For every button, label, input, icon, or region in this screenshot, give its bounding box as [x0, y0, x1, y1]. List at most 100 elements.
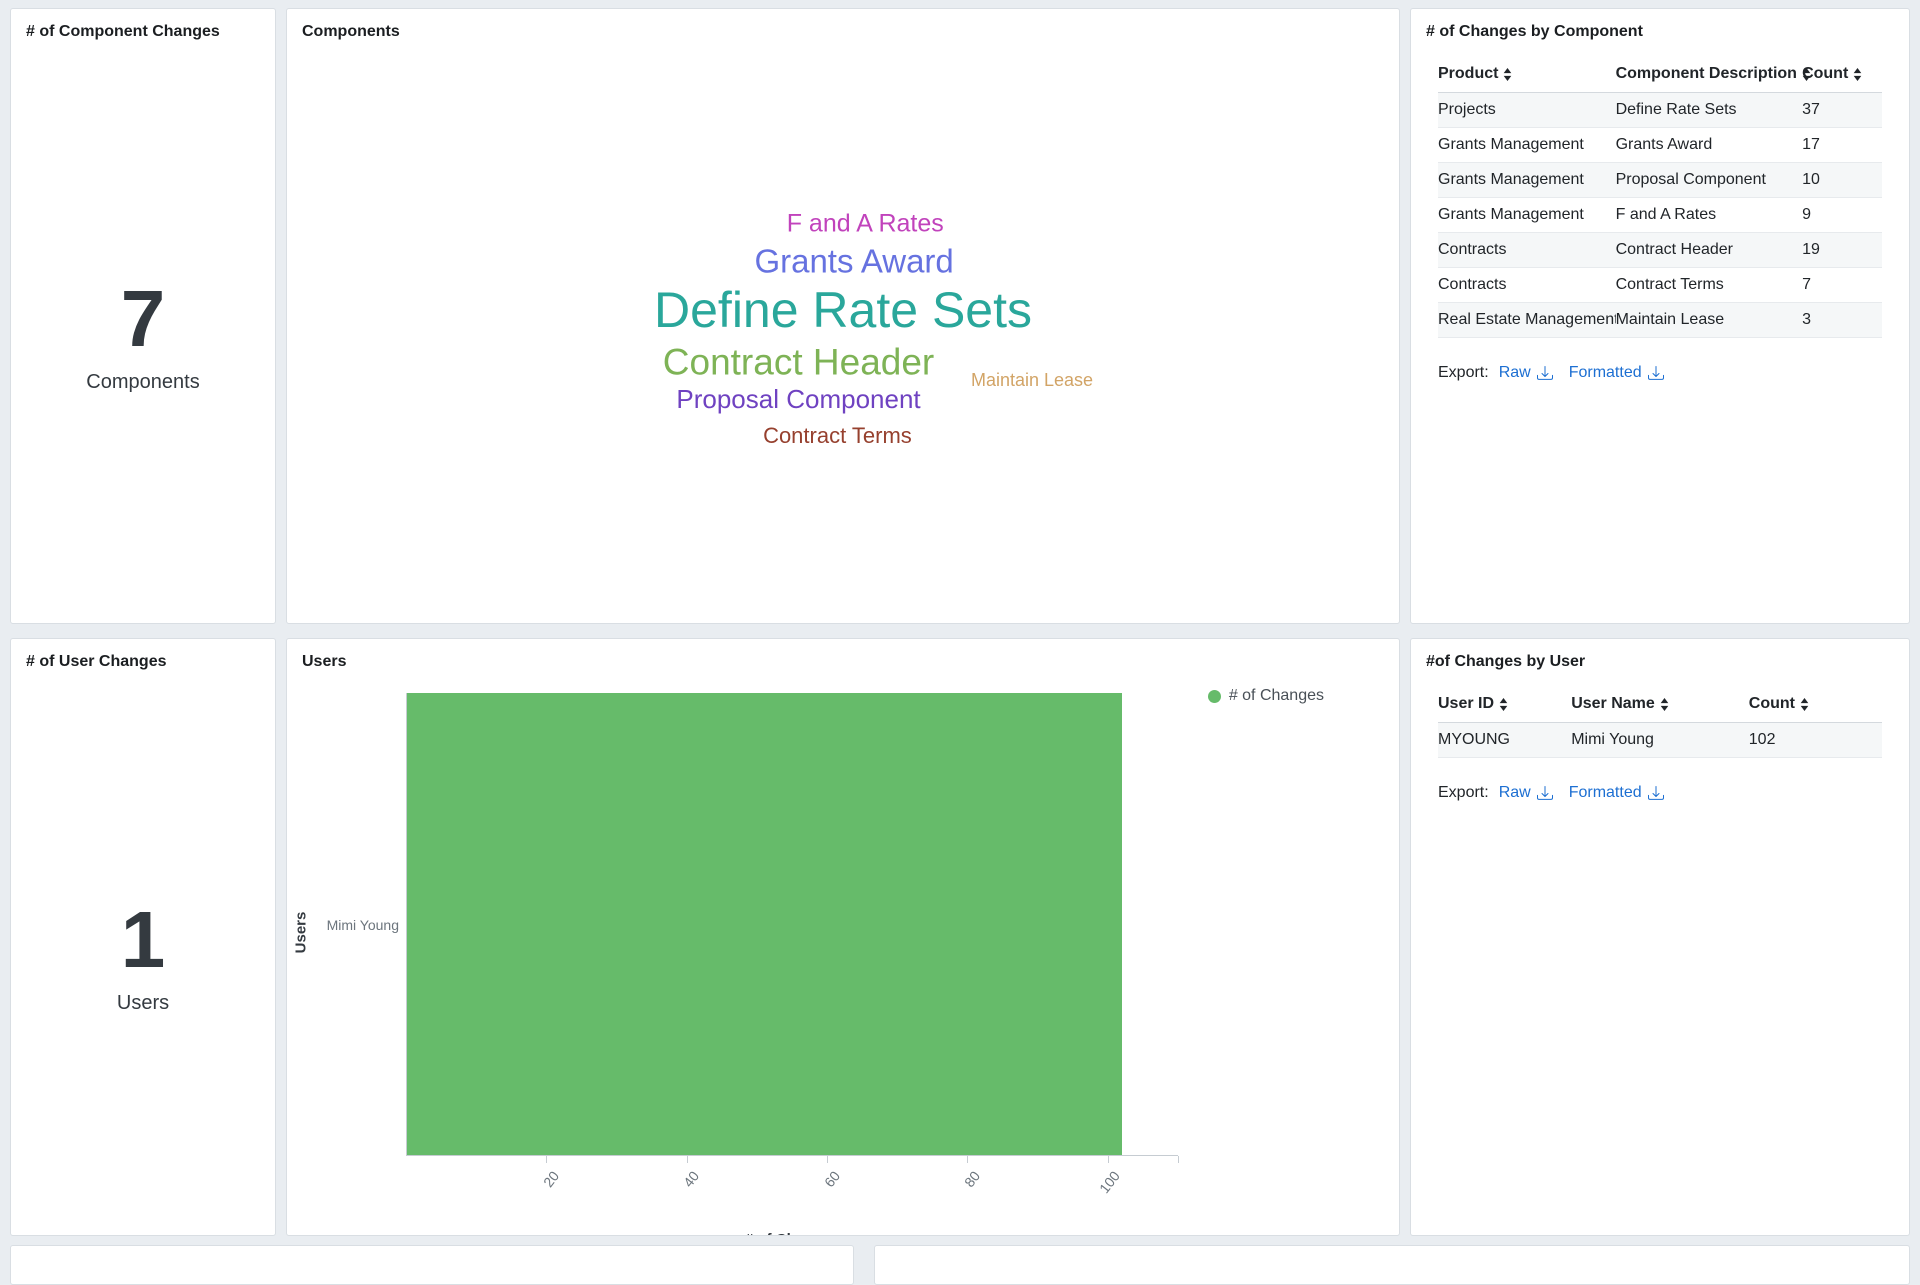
table-cell: MYOUNG	[1438, 722, 1572, 758]
column-label: User ID	[1438, 695, 1495, 712]
cloud-word[interactable]: Maintain Lease	[970, 370, 1094, 391]
cloud-word[interactable]: Contract Header	[662, 341, 935, 383]
changes-by-component-table-wrap: Product Component Description Count Proj…	[1411, 42, 1909, 338]
export-raw-label: Raw	[1498, 364, 1531, 381]
export-raw-link[interactable]: Raw	[1499, 784, 1553, 802]
column-label: Component Description	[1615, 65, 1797, 82]
table-cell: Projects	[1438, 92, 1616, 128]
kpi-value-users: 1	[120, 894, 166, 984]
panel-user-changes: # of User Changes 1 Users	[10, 638, 276, 1236]
column-header-product[interactable]: Product	[1438, 56, 1616, 93]
table-cell: Grants Award	[1615, 127, 1803, 163]
column-header-count[interactable]: Count	[1748, 686, 1882, 723]
panel-changes-by-user: #of Changes by User User ID User Name	[1410, 638, 1910, 1236]
legend-label: # of Changes	[1228, 687, 1324, 704]
panel-component-changes: # of Component Changes 7 Components	[10, 8, 276, 624]
cloud-word[interactable]: Define Rate Sets	[654, 281, 1032, 338]
panel-title-component-changes: # of Component Changes	[26, 23, 220, 40]
table-cell: Proposal Component	[1615, 162, 1803, 198]
partial-row	[10, 1245, 1910, 1285]
export-formatted-link[interactable]: Formatted	[1569, 784, 1664, 802]
table-row: Contracts Contract Header 19	[1438, 232, 1882, 268]
column-label: Count	[1802, 65, 1849, 82]
cloud-word[interactable]: Grants Award	[754, 242, 954, 280]
table-cell: Contract Terms	[1615, 267, 1803, 303]
panel-title-users: Users	[302, 653, 347, 670]
sort-icon	[1660, 697, 1669, 711]
kpi-user-changes: 1 Users	[11, 679, 275, 1235]
table-cell: Mimi Young	[1571, 722, 1749, 758]
table-cell: Grants Management	[1438, 197, 1616, 233]
panel-partial-left	[10, 1245, 854, 1285]
table-row: Real Estate Management Maintain Lease 3	[1438, 302, 1882, 338]
column-label: User Name	[1571, 695, 1655, 712]
download-icon	[1536, 786, 1553, 800]
export-row: Export: Raw Formatted	[1411, 758, 1909, 802]
table-cell: Contracts	[1438, 232, 1616, 268]
components-wordcloud: Define Rate Sets Contract Header Grants Aw…	[287, 9, 1399, 623]
column-header-count[interactable]: Count	[1802, 56, 1882, 93]
table-row: MYOUNG Mimi Young 102	[1438, 722, 1882, 758]
table-cell: Define Rate Sets	[1615, 92, 1803, 128]
table-cell: Grants Management	[1438, 162, 1616, 198]
table-header-row: Product Component Description Count	[1438, 56, 1882, 93]
sort-icon	[1853, 67, 1862, 81]
bottom-row: # of User Changes 1 Users Users # of Cha…	[10, 638, 1910, 1236]
panel-users-chart: Users # of Changes Users Mimi Young 20 40…	[286, 638, 1400, 1236]
table-body: MYOUNG Mimi Young 102	[1438, 722, 1882, 758]
sort-icon	[1504, 67, 1512, 81]
download-icon	[1647, 366, 1664, 380]
category-label: Mimi Young	[326, 917, 399, 933]
table-cell: 102	[1748, 722, 1882, 758]
users-bar-chart: # of Changes Users Mimi Young 20 40 60 80 10…	[287, 639, 1399, 1235]
cloud-word[interactable]: Proposal Component	[676, 383, 921, 414]
column-label: Product	[1438, 65, 1499, 82]
table-row: Grants Management Grants Award 17	[1438, 127, 1882, 163]
table-row: Grants Management Proposal Component 10	[1438, 162, 1882, 198]
sort-icon	[1499, 697, 1508, 711]
export-raw-label: Raw	[1498, 784, 1531, 801]
top-row: # of Component Changes 7 Components Comp…	[10, 8, 1910, 624]
cloud-word[interactable]: F and A Rates	[786, 209, 944, 238]
kpi-label-users: Users	[116, 991, 170, 1014]
export-raw-link[interactable]: Raw	[1499, 364, 1553, 382]
table-cell: 17	[1802, 127, 1882, 163]
legend-dot	[1207, 689, 1221, 703]
panel-title-user-changes: # of User Changes	[26, 653, 167, 670]
export-label: Export:	[1438, 364, 1489, 381]
x-axis-ticks: 20 40 60 80 100	[406, 1156, 1179, 1202]
table-row: Contracts Contract Terms 7	[1438, 267, 1882, 303]
table-cell: F and A Rates	[1615, 197, 1803, 233]
table-cell: 10	[1802, 162, 1882, 198]
table-cell: Contracts	[1438, 267, 1616, 303]
column-label: Count	[1748, 695, 1795, 712]
x-axis-label: # of Changes	[406, 1231, 1178, 1235]
panel-changes-by-component: # of Changes by Component Product Compon…	[1410, 8, 1910, 624]
bar-mimi-young[interactable]	[407, 693, 1122, 1155]
table-cell: Real Estate Management	[1438, 302, 1616, 338]
sort-icon	[1800, 697, 1809, 711]
panel-title-components: Components	[302, 23, 400, 40]
table-header-row: User ID User Name Count	[1438, 686, 1882, 723]
table-body: Projects Define Rate Sets 37 Grants Managem…	[1438, 92, 1882, 338]
column-header-user-name[interactable]: User Name	[1571, 686, 1749, 723]
export-label: Export:	[1438, 784, 1489, 801]
panel-title-changes-by-component: # of Changes by Component	[1426, 23, 1643, 40]
dashboard: # of Component Changes 7 Components Comp…	[10, 8, 1910, 1285]
export-formatted-label: Formatted	[1568, 784, 1642, 801]
table-cell: Contract Header	[1615, 232, 1803, 268]
changes-by-component-table: Product Component Description Count Proj…	[1438, 56, 1882, 338]
column-header-user-id[interactable]: User ID	[1438, 686, 1572, 723]
table-row: Projects Define Rate Sets 37	[1438, 92, 1882, 128]
kpi-label-components: Components	[86, 370, 200, 393]
table-cell: Maintain Lease	[1615, 302, 1803, 338]
table-cell: 37	[1802, 92, 1882, 128]
table-cell: 7	[1802, 267, 1882, 303]
kpi-component-changes: 7 Components	[11, 49, 275, 623]
plot-area	[406, 693, 1178, 1156]
panel-title-changes-by-user: #of Changes by User	[1426, 653, 1586, 670]
column-header-component-description[interactable]: Component Description	[1615, 56, 1811, 93]
cloud-word[interactable]: Contract Terms	[763, 422, 912, 448]
panel-components-wordcloud: Components Define Rate Sets Contract Head…	[286, 8, 1400, 624]
export-formatted-link[interactable]: Formatted	[1569, 364, 1664, 382]
